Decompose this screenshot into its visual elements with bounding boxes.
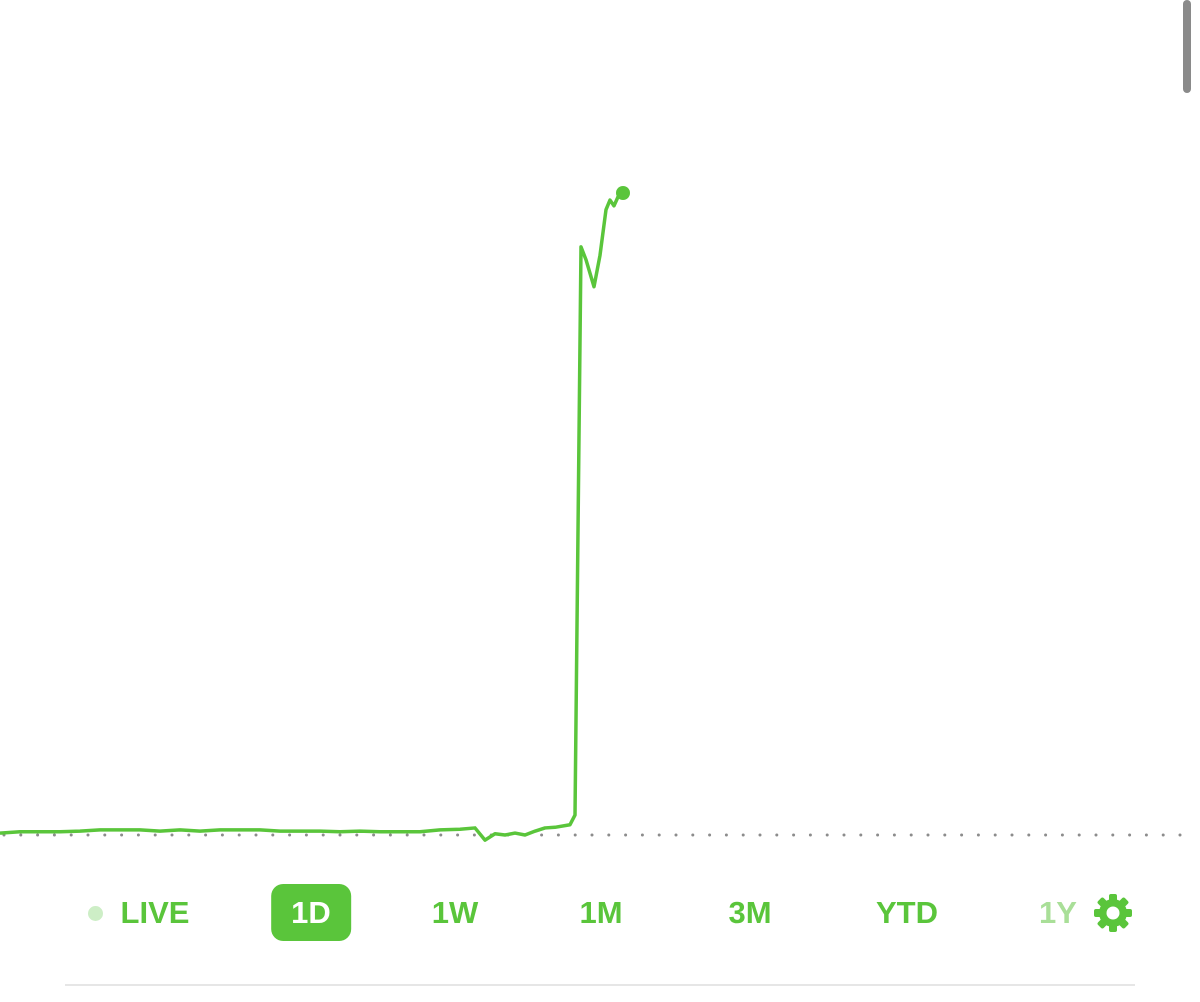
live-indicator [88,906,103,921]
range-button[interactable]: LIVE [120,895,190,930]
range-button[interactable]: 1D [271,884,351,941]
range-button[interactable]: 3M [728,895,772,930]
range-button[interactable]: YTD [876,895,938,930]
price-chart [0,186,1192,842]
current-point [616,186,630,200]
range-button[interactable]: 1M [579,895,623,930]
range-button[interactable]: 1W [431,895,479,930]
scrollbar [1183,0,1191,93]
price-line [0,191,625,842]
range-button[interactable]: 1Y [1039,895,1077,930]
settings-icon[interactable] [1093,893,1133,933]
divider [65,984,1135,986]
